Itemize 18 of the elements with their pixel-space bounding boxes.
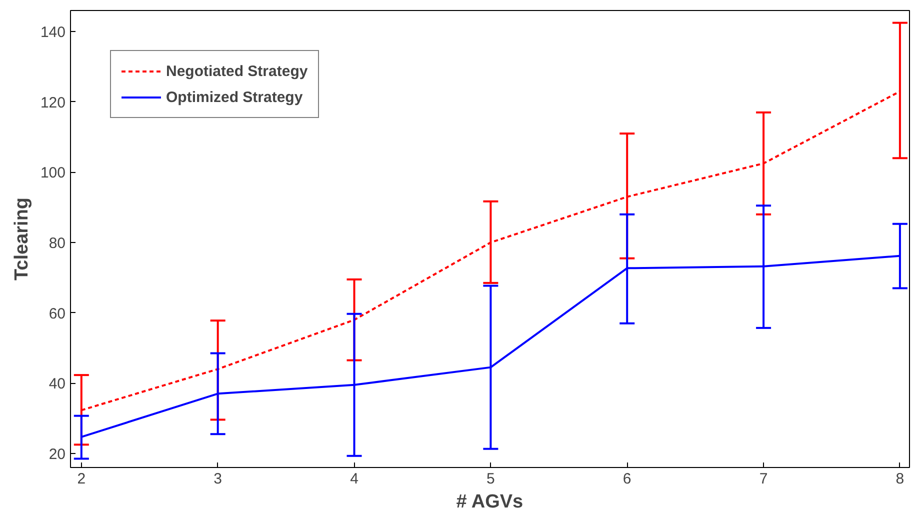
y-tick-label: 140 bbox=[40, 24, 66, 42]
y-tick-label: 100 bbox=[40, 164, 66, 182]
x-axis-title: # AGVs bbox=[456, 492, 524, 512]
legend-label: Optimized Strategy bbox=[166, 88, 303, 106]
y-axis-title: Tclearing bbox=[11, 197, 32, 281]
x-tick-label: 6 bbox=[622, 470, 632, 488]
legend-label: Negotiated Strategy bbox=[166, 62, 308, 80]
y-tick-label: 80 bbox=[48, 235, 66, 252]
x-tick-label: 3 bbox=[214, 470, 222, 488]
y-tick-label: 60 bbox=[48, 305, 66, 322]
y-tick-label: 20 bbox=[48, 446, 66, 463]
y-tick-label: 120 bbox=[40, 94, 66, 112]
x-tick-label: 8 bbox=[896, 470, 904, 488]
x-tick-label: 4 bbox=[350, 470, 358, 488]
x-tick-label: 2 bbox=[77, 470, 86, 488]
x-tick-label: 7 bbox=[759, 470, 768, 488]
x-tick-label: 5 bbox=[486, 470, 495, 488]
y-tick-label: 40 bbox=[48, 376, 66, 393]
